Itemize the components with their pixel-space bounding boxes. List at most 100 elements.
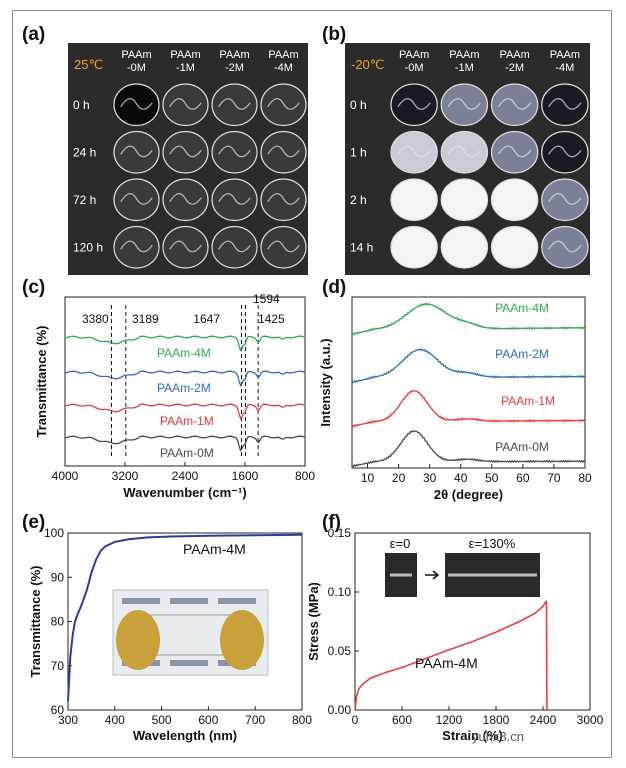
gel-texture bbox=[169, 240, 202, 253]
watermark: yuhx8.cn bbox=[472, 729, 524, 744]
gel-texture bbox=[120, 240, 153, 253]
y-tick-label: 80 bbox=[51, 615, 65, 629]
panel-label-a: (a) bbox=[22, 24, 45, 45]
glove-right bbox=[220, 610, 264, 670]
series-line-PAAm-2M bbox=[351, 348, 585, 384]
column-header: -0M bbox=[405, 62, 424, 74]
x-tick-label: 700 bbox=[245, 713, 265, 727]
gel-texture bbox=[218, 193, 251, 205]
gel-texture bbox=[397, 98, 431, 110]
petri-dish bbox=[390, 225, 438, 269]
x-tick-label: 600 bbox=[392, 713, 412, 727]
row-label: 120 h bbox=[73, 240, 103, 254]
x-tick-label: 1200 bbox=[436, 713, 463, 727]
gel-texture bbox=[218, 240, 251, 253]
x-tick-label: 40 bbox=[454, 471, 468, 485]
x-tick-label: 70 bbox=[547, 471, 561, 485]
peak-label: 3189 bbox=[132, 312, 159, 326]
inset-photo-e bbox=[112, 589, 269, 676]
series-label: PAAm-4M bbox=[157, 346, 211, 360]
gel-texture bbox=[548, 240, 582, 253]
x-tick-label: 300 bbox=[58, 713, 78, 727]
temperature-label: -20℃ bbox=[351, 57, 384, 72]
y-axis-title: Intensity (a.u.) bbox=[318, 338, 333, 426]
x-tick-label: 20 bbox=[392, 471, 406, 485]
panel-label-b: (b) bbox=[322, 24, 346, 45]
gel-texture bbox=[218, 98, 251, 110]
series-label: PAAm-0M bbox=[495, 440, 549, 454]
x-tick-label: 2400 bbox=[530, 713, 557, 727]
gel-texture bbox=[548, 145, 582, 158]
gel-texture bbox=[120, 193, 153, 205]
series-line-PAAm-4M bbox=[64, 335, 306, 352]
y-tick-label: 90 bbox=[51, 570, 65, 584]
printed-text-stripe bbox=[218, 598, 256, 604]
x-tick-label: 600 bbox=[198, 713, 218, 727]
row-label: 0 h bbox=[350, 98, 367, 112]
series-label: PAAm-4M bbox=[183, 541, 246, 557]
x-tick-label: 0 bbox=[352, 713, 359, 727]
peak-label: 1594 bbox=[253, 292, 280, 306]
row-label: 72 h bbox=[73, 193, 96, 207]
printed-text-stripe bbox=[122, 598, 160, 604]
gel-texture bbox=[218, 145, 251, 158]
x-axis-title: 2θ (degree) bbox=[434, 487, 503, 502]
gel-texture bbox=[447, 145, 482, 158]
panel-label-e: (e) bbox=[22, 512, 45, 533]
x-tick-label: 400 bbox=[105, 713, 125, 727]
x-axis-title: Strain (%) bbox=[442, 728, 503, 743]
row-label: 2 h bbox=[350, 193, 367, 207]
column-header: -1M bbox=[176, 62, 195, 74]
panel-label-f: (f) bbox=[322, 512, 341, 533]
column-header: -0M bbox=[127, 62, 146, 74]
y-axis-title: Transmittance (%) bbox=[28, 566, 43, 678]
petri-dish bbox=[490, 225, 539, 269]
x-tick-label: 800 bbox=[292, 713, 312, 727]
gel-texture bbox=[267, 98, 300, 110]
gel-texture bbox=[267, 240, 300, 253]
series-line-PAAm-4M bbox=[351, 302, 585, 336]
y-tick-label: 0.00 bbox=[328, 703, 352, 717]
petri-dish bbox=[440, 178, 489, 222]
gel-texture bbox=[548, 98, 582, 110]
gel-texture bbox=[169, 98, 202, 110]
y-tick-label: 60 bbox=[51, 703, 65, 717]
x-tick-label: 2400 bbox=[172, 469, 199, 483]
gel-texture bbox=[120, 145, 153, 158]
series-line-PAAm-1M bbox=[351, 389, 585, 428]
x-tick-label: 4000 bbox=[52, 469, 79, 483]
petri-dish bbox=[390, 178, 438, 222]
gel-texture bbox=[447, 98, 482, 110]
column-header: -1M bbox=[455, 62, 474, 74]
x-tick-label: 80 bbox=[578, 471, 592, 485]
gel-texture bbox=[548, 193, 582, 205]
peak-label: 1425 bbox=[258, 312, 285, 326]
axes-f bbox=[354, 532, 591, 711]
row-label: 1 h bbox=[350, 145, 367, 159]
series-label: PAAm-2M bbox=[495, 347, 549, 361]
x-tick-label: 50 bbox=[485, 471, 499, 485]
peak-label: 1647 bbox=[193, 312, 220, 326]
printed-text-stripe bbox=[170, 598, 208, 604]
gel-texture bbox=[267, 145, 300, 158]
x-tick-label: 1800 bbox=[483, 713, 510, 727]
y-tick-label: 100 bbox=[44, 526, 64, 540]
petri-dish bbox=[440, 225, 489, 269]
series-label: PAAm-0M bbox=[160, 446, 214, 460]
row-label: 14 h bbox=[350, 240, 373, 254]
x-tick-label: 60 bbox=[516, 471, 530, 485]
x-tick-label: 30 bbox=[423, 471, 437, 485]
inset-label: ε=130% bbox=[469, 536, 516, 551]
gel-texture bbox=[267, 193, 300, 205]
x-tick-label: 3200 bbox=[112, 469, 139, 483]
row-label: 0 h bbox=[73, 98, 90, 112]
panel-label-c: (c) bbox=[22, 277, 45, 298]
series-line-PAAm-0M bbox=[351, 430, 585, 468]
gel-texture bbox=[497, 145, 532, 158]
peak-label: 3380 bbox=[82, 312, 109, 326]
x-axis-title: Wavelength (nm) bbox=[133, 728, 237, 743]
column-header: PAAm bbox=[121, 49, 151, 61]
column-header: -4M bbox=[274, 62, 293, 74]
